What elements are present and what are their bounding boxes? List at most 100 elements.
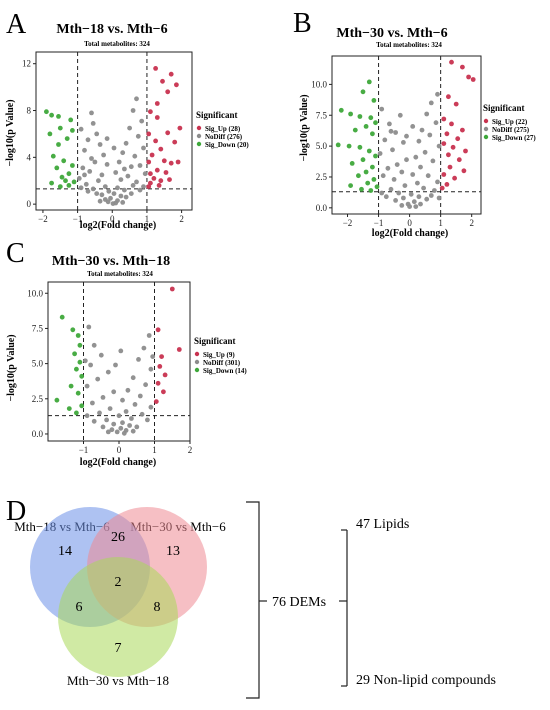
legend-title: Significant xyxy=(196,110,238,120)
point-up xyxy=(157,364,163,369)
point-nodiff xyxy=(84,413,90,419)
point-nodiff xyxy=(118,425,124,431)
point-nodiff xyxy=(435,179,440,185)
point-nodiff xyxy=(102,184,108,190)
point-nodiff xyxy=(99,192,105,198)
point-nodiff xyxy=(424,111,430,117)
point-up xyxy=(460,64,465,70)
point-down xyxy=(59,174,65,180)
point-nodiff xyxy=(82,358,88,364)
point-down xyxy=(79,403,85,409)
point-nodiff xyxy=(120,150,126,156)
point-down xyxy=(57,184,63,190)
y-tick-label: 0.0 xyxy=(316,203,328,213)
point-nodiff xyxy=(87,169,93,174)
point-nodiff xyxy=(123,409,129,414)
point-nodiff xyxy=(436,143,442,149)
point-down xyxy=(371,98,377,103)
legend-swatch-down xyxy=(194,367,200,373)
point-nodiff xyxy=(128,191,134,197)
point-nodiff xyxy=(408,191,414,197)
point-down xyxy=(357,114,363,119)
y-tick-label: 7.5 xyxy=(316,110,328,120)
y-tick-label: 5.0 xyxy=(32,359,44,369)
venn-region-ac: 6 xyxy=(76,600,83,615)
legend-swatch-down xyxy=(483,134,489,140)
legend-swatch-nodiff xyxy=(483,126,489,132)
point-down xyxy=(72,351,77,357)
point-up xyxy=(461,168,467,174)
point-nodiff xyxy=(137,163,143,168)
point-nodiff xyxy=(385,165,391,171)
point-nodiff xyxy=(78,126,84,132)
panel-letter-a: A xyxy=(6,9,27,40)
point-nodiff xyxy=(107,406,113,411)
point-nodiff xyxy=(419,127,425,133)
point-nodiff xyxy=(105,369,111,375)
panel-a-legend: Significant Sig_Up (28)NoDiff (276)Sig_Do… xyxy=(196,110,249,149)
point-nodiff xyxy=(148,404,154,410)
point-down xyxy=(59,314,65,320)
point-up xyxy=(441,141,447,147)
panel-b-plot: −2 −1 0 1 2 0.0 2.5 5.0 7.5 10.0 xyxy=(311,55,482,228)
point-nodiff xyxy=(120,397,125,403)
point-nodiff xyxy=(134,179,139,185)
point-nodiff xyxy=(101,152,106,158)
legend-label-down: Sig_Down (14) xyxy=(203,367,247,375)
panel-a: A Mth−18 vs. Mth−6 Total metabolites: 32… xyxy=(5,9,249,231)
point-nodiff xyxy=(82,147,87,153)
point-down xyxy=(71,179,77,185)
legend-swatch-up xyxy=(194,351,200,357)
point-up xyxy=(165,89,171,95)
panel-c-ylabel: −log10(p Value) xyxy=(6,334,17,401)
legend-swatch-nodiff xyxy=(194,359,200,365)
point-nodiff xyxy=(377,151,383,156)
point-nodiff xyxy=(401,195,406,201)
point-nodiff xyxy=(388,186,394,192)
point-down xyxy=(70,163,75,168)
panel-c-subtitle: Total metabolites: 324 xyxy=(87,270,153,278)
point-down xyxy=(370,164,375,170)
point-nodiff xyxy=(130,108,136,113)
point-nodiff xyxy=(122,166,127,172)
point-nodiff xyxy=(402,183,408,189)
point-up xyxy=(444,182,450,187)
x-tick-label: 2 xyxy=(188,445,193,455)
panel-d: D Mth−18 vs Mth−6 Mth−30 vs Mth−6 Mth−30… xyxy=(6,496,496,699)
point-nodiff xyxy=(410,172,416,177)
point-nodiff xyxy=(410,124,416,129)
point-down xyxy=(74,410,79,416)
point-nodiff xyxy=(83,181,89,187)
legend-title: Significant xyxy=(483,103,525,113)
legend-swatch-up xyxy=(196,125,202,131)
point-down xyxy=(349,161,355,166)
legend-label-down: Sig_Down (27) xyxy=(492,134,536,142)
y-tick-label: 2.5 xyxy=(316,172,328,182)
point-nodiff xyxy=(96,178,101,184)
point-up xyxy=(158,178,164,184)
point-down xyxy=(63,178,68,184)
x-tick-label: 1 xyxy=(152,445,157,455)
panel-c-plot: −1 0 1 2 0.0 2.5 5.0 7.5 10.0 xyxy=(27,281,193,455)
point-up xyxy=(450,144,456,150)
point-down xyxy=(66,183,72,188)
venn-region-c-only: 7 xyxy=(115,641,122,656)
y-tick-label: 12 xyxy=(22,59,31,69)
point-nodiff xyxy=(86,324,92,330)
point-nodiff xyxy=(135,133,141,139)
point-nodiff xyxy=(113,170,119,175)
point-nodiff xyxy=(394,162,400,168)
point-nodiff xyxy=(80,165,86,171)
point-nodiff xyxy=(120,420,125,426)
point-nodiff xyxy=(129,416,134,421)
point-nodiff xyxy=(143,382,149,388)
point-down xyxy=(348,111,353,117)
point-nodiff xyxy=(383,194,389,200)
point-up xyxy=(151,176,157,181)
y-tick-label: 10.0 xyxy=(311,79,327,89)
point-up xyxy=(466,74,471,80)
point-nodiff xyxy=(413,154,419,160)
point-up xyxy=(149,152,155,158)
point-nodiff xyxy=(104,162,110,167)
point-down xyxy=(77,359,83,365)
